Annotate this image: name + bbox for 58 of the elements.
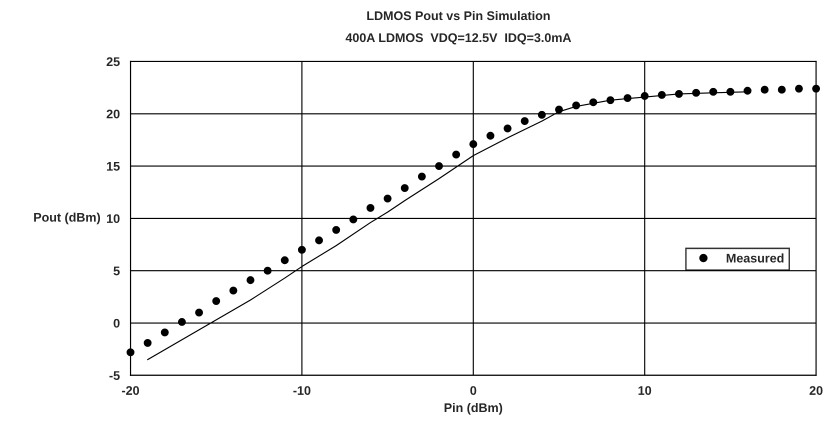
point (692, 88, 700, 97)
point (658, 90, 666, 99)
point (778, 86, 786, 94)
point (572, 101, 580, 110)
point (212, 297, 220, 306)
y-axis-title: Pout (dBm) (34, 212, 100, 224)
point (486, 132, 494, 140)
legend-label: Measured (726, 253, 784, 263)
x-tick-label: -10 (293, 386, 310, 395)
point (298, 246, 306, 254)
point (744, 86, 752, 95)
point (640, 92, 649, 100)
point (435, 162, 443, 170)
point (246, 276, 254, 284)
point (709, 88, 718, 96)
point (760, 86, 769, 94)
point (538, 110, 546, 119)
point (332, 226, 340, 234)
chart-title: LDMOS Pout vs Pin Simulation (367, 10, 550, 20)
point (606, 96, 614, 104)
point (589, 98, 598, 106)
point (624, 94, 632, 102)
point (195, 308, 204, 317)
x-tick-label: -20 (122, 386, 140, 395)
x-axis-title: Pin (dBm) (444, 402, 502, 415)
y-tick-label: 20 (106, 110, 120, 118)
y-tick-label: -5 (109, 371, 120, 380)
y-tick-label: 25 (106, 57, 120, 66)
x-tick-label: 0 (470, 386, 476, 395)
point (160, 328, 169, 336)
point (349, 215, 358, 224)
point (315, 236, 323, 244)
point (675, 90, 683, 98)
point (452, 150, 460, 159)
point (469, 140, 478, 148)
point (726, 88, 734, 96)
point (400, 184, 409, 192)
point (812, 84, 820, 93)
point (229, 286, 238, 295)
point (126, 348, 134, 356)
y-tick-label: 10 (106, 214, 120, 224)
point (366, 204, 374, 212)
point (178, 318, 186, 326)
point (504, 124, 512, 132)
point (555, 106, 563, 114)
point (794, 84, 803, 93)
y-tick-label: 5 (114, 266, 120, 276)
point (280, 256, 289, 264)
point (520, 117, 529, 126)
y-tick-label: 0 (114, 318, 120, 328)
point (144, 338, 152, 347)
point (384, 194, 392, 202)
point (264, 266, 272, 275)
y-tick-label: 15 (106, 162, 120, 171)
point (418, 172, 426, 181)
x-tick-label: 10 (638, 386, 652, 395)
x-tick-label: 20 (810, 386, 823, 395)
chart-subtitle: 400A LDMOS VDQ=12.5V IDQ=3.0mA (346, 33, 572, 44)
